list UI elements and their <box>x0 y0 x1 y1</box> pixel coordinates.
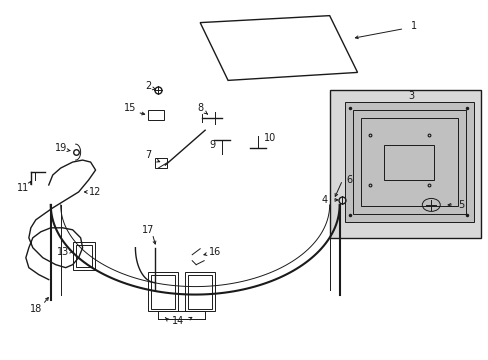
Text: 11: 11 <box>17 183 29 193</box>
Text: 17: 17 <box>142 225 154 235</box>
Text: 13: 13 <box>57 247 69 257</box>
Text: 10: 10 <box>263 133 275 143</box>
Text: 4: 4 <box>321 195 327 205</box>
Text: 3: 3 <box>407 91 413 101</box>
Text: 5: 5 <box>457 200 463 210</box>
Text: 12: 12 <box>89 187 102 197</box>
Text: 1: 1 <box>410 21 417 31</box>
Text: 2: 2 <box>145 81 151 91</box>
Text: 15: 15 <box>124 103 136 113</box>
Text: 14: 14 <box>172 316 184 327</box>
Text: 7: 7 <box>145 150 151 160</box>
Polygon shape <box>344 102 473 222</box>
Text: 16: 16 <box>208 247 221 257</box>
Text: 6: 6 <box>346 175 352 185</box>
FancyBboxPatch shape <box>329 90 480 238</box>
Text: 18: 18 <box>30 305 42 315</box>
Text: 9: 9 <box>209 140 215 150</box>
Text: 8: 8 <box>197 103 203 113</box>
Text: 19: 19 <box>55 143 67 153</box>
